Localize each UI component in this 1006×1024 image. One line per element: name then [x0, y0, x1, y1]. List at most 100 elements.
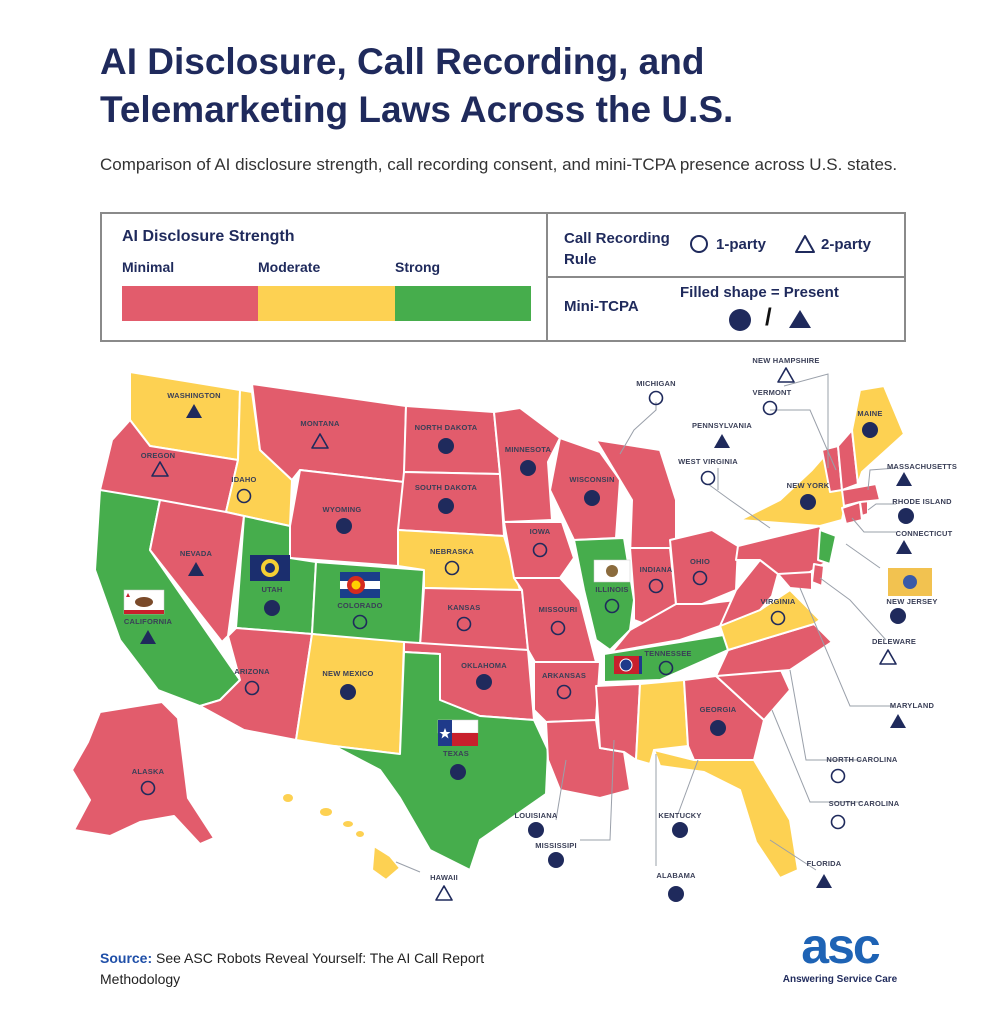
label-arkansas: ARKANSAS: [542, 671, 586, 680]
marker-virginia: [770, 610, 786, 626]
label-alabama: ALABAMA: [656, 871, 696, 880]
state-markers: [140, 367, 914, 902]
marker-alaska: [140, 780, 156, 796]
marker-oklahoma: [476, 674, 492, 690]
label-south-dakota: SOUTH DAKOTA: [415, 483, 478, 492]
label-new-mexico: NEW MEXICO: [322, 669, 373, 678]
state-flags: [123, 555, 932, 746]
tennessee-flag: [614, 656, 642, 674]
marker-montana: [311, 433, 329, 449]
source-label: Source:: [100, 950, 153, 966]
state-north-dakota: [403, 405, 501, 475]
label-vermont: VERMONT: [753, 388, 792, 397]
page-subtitle: Comparison of AI disclosure strength, ca…: [100, 155, 898, 174]
state-maryland: [777, 571, 813, 591]
label-utah: UTAH: [261, 585, 282, 594]
marker-new-hampshire: [777, 367, 795, 383]
marker-alabama: [668, 886, 684, 902]
label-south-carolina: SOUTH CAROLINA: [829, 799, 900, 808]
label-oregon: OREGON: [141, 451, 176, 460]
title-line-1: AI Disclosure, Call Recording, and: [100, 41, 705, 82]
california-flag: [123, 589, 165, 615]
state-wyoming: [289, 469, 405, 567]
source-note: Source: See ASC Robots Reveal Yourself: …: [100, 948, 560, 990]
marker-south-carolina: [830, 814, 846, 830]
marker-massachusetts: [896, 472, 912, 486]
label-iowa: IOWA: [530, 527, 551, 536]
label-hawaii: HAWAII: [430, 873, 458, 882]
label-wisconsin: WISCONSIN: [569, 475, 614, 484]
label-minnesota: MINNESOTA: [505, 445, 552, 454]
label-north-carolina: NORTH CAROLINA: [826, 755, 898, 764]
label-massachusetts: MASSACHUSETTS: [887, 462, 957, 471]
marker-connecticut: [896, 540, 912, 554]
label-georgia: GEORGIA: [700, 705, 737, 714]
state-ohio: [669, 529, 739, 605]
marker-texas: [450, 764, 466, 780]
marker-deleware: [879, 649, 897, 665]
label-virginia: VIRGINIA: [761, 597, 796, 606]
marker-minnesota: [520, 460, 536, 476]
legend-strong-swatch: [395, 286, 531, 321]
marker-tennessee: [658, 660, 674, 676]
label-wyoming: WYOMING: [323, 505, 362, 514]
marker-idaho: [236, 488, 252, 504]
label-arizona: ARIZONA: [234, 667, 270, 676]
legend-separator: /: [765, 304, 772, 331]
label-delaware: DELEWARE: [872, 637, 916, 646]
leader-lines: [395, 373, 897, 873]
one-party-label: 1-party: [716, 236, 767, 253]
source-text: See ASC Robots Reveal Yourself: The AI C…: [100, 950, 485, 987]
asc-logo: asc Answering Service Care: [770, 920, 910, 990]
label-texas: TEXAS: [443, 749, 469, 758]
marker-louisiana: [528, 822, 544, 838]
marker-north-dakota: [438, 438, 454, 454]
mini-tcpa-legend-title: Mini-TCPA: [564, 298, 639, 315]
state-mississippi: [595, 683, 641, 761]
label-maine: MAINE: [857, 409, 882, 418]
label-pennsylvania: PENNSYLVANIA: [692, 421, 752, 430]
label-ohio: OHIO: [690, 557, 710, 566]
marker-nevada: [188, 562, 204, 576]
label-missouri: MISSOURI: [539, 605, 578, 614]
label-indiana: INDIANA: [640, 565, 673, 574]
page-title: AI Disclosure, Call Recording, and Telem…: [100, 38, 920, 134]
state-massachusetts: [841, 483, 881, 507]
marker-kentucky: [672, 822, 688, 838]
marker-maine: [862, 422, 878, 438]
state-labels: WASHINGTON OREGON CALIFORNIA IDAHO NEVAD…: [124, 356, 957, 882]
filled-shape-legend-label: Filled shape = Present: [680, 284, 839, 301]
us-states-map: WASHINGTON OREGON CALIFORNIA IDAHO NEVAD…: [71, 356, 957, 902]
hawaii-islets: [283, 794, 364, 837]
label-alaska: ALASKA: [132, 767, 165, 776]
state-hawaii: [371, 845, 401, 881]
label-rhode-island: RHODE ISLAND: [892, 497, 952, 506]
legend-minimal-label: Minimal: [122, 259, 175, 275]
state-alaska: [71, 701, 215, 845]
filled-circle-icon: [729, 309, 751, 331]
marker-arizona: [244, 680, 260, 696]
marker-utah: [264, 600, 280, 616]
marker-rhode-island: [898, 508, 914, 524]
legend-moderate-label: Moderate: [258, 259, 321, 275]
label-nebraska: NEBRASKA: [430, 547, 474, 556]
marker-ohio: [692, 570, 708, 586]
marker-new-mexico: [340, 684, 356, 700]
label-louisiana: LOUISIANA: [514, 811, 557, 820]
colorado-flag: [340, 572, 380, 598]
marker-hawaii: [435, 885, 453, 901]
title-line-2: Telemarketing Laws Across the U.S.: [100, 89, 734, 130]
state-florida: [653, 749, 799, 879]
two-party-label: 2-party: [821, 236, 872, 253]
filled-triangle-icon: [789, 310, 811, 328]
marker-missouri: [550, 620, 566, 636]
label-new-jersey: NEW JERSEY: [886, 597, 937, 606]
illinois-flag: [593, 559, 631, 583]
utah-flag: [250, 555, 290, 581]
marker-kansas: [456, 616, 472, 632]
legend-minimal-swatch: [122, 286, 258, 321]
label-idaho: IDAHO: [231, 475, 256, 484]
label-kansas: KANSAS: [448, 603, 481, 612]
state-maine: [851, 385, 905, 485]
label-west-virginia: WEST VIRGINIA: [678, 457, 738, 466]
